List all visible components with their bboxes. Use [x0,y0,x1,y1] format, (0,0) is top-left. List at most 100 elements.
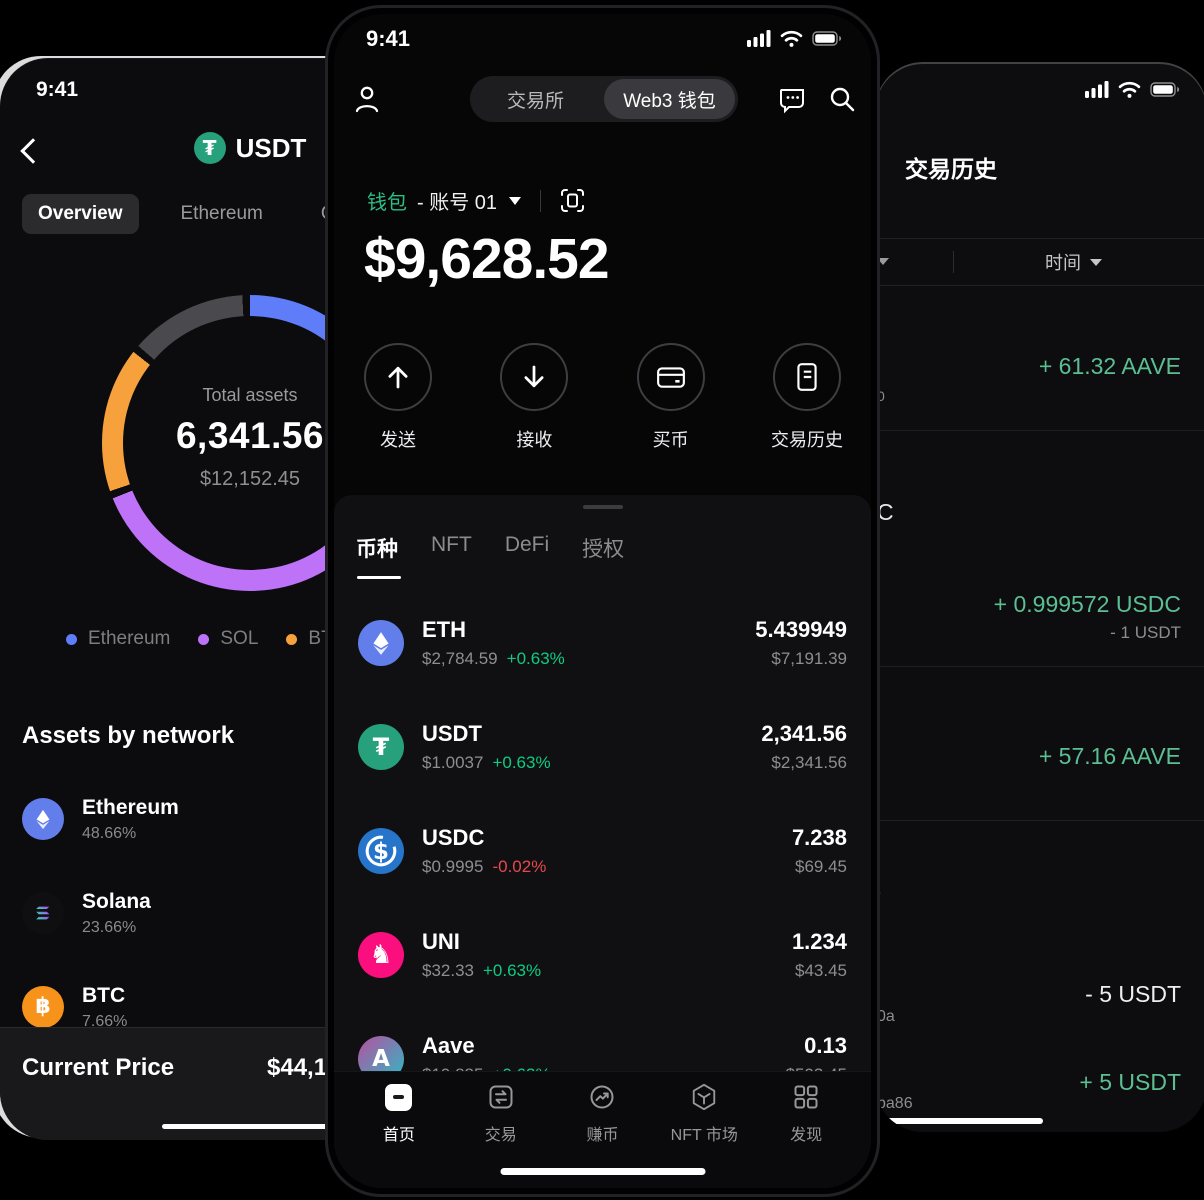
transaction-row[interactable]: ba86 + 5 USDT [875,1043,1204,1132]
wifi-icon [1118,80,1141,98]
tab-web3-wallet[interactable]: Web3 钱包 [604,79,735,119]
transaction-amount: + 57.16 AAVE [1038,743,1181,769]
token-price: $32.33 [422,961,474,980]
token-row[interactable]: ₮ USDT $1.0037 +0.63% 2,341.56 $2,341.56 [334,695,871,799]
token-amount: 1.234 [791,929,847,954]
nav-item[interactable]: 发现 [755,1082,857,1188]
nav-item[interactable]: 首页 [348,1082,450,1188]
nav-icon [487,1082,515,1112]
network-row[interactable]: Ethereum 48.66% [22,772,500,866]
history-page-title: 交易历史 [905,156,997,182]
chat-icon[interactable] [778,85,807,114]
signal-icon [747,29,771,47]
token-list: ETH $2,784.59 +0.63% 5.439949 $7,191.39 [334,591,871,1111]
network-icon [22,798,64,840]
home-indicator[interactable] [875,1118,1043,1124]
network-list: Ethereum 48.66% Solana 23.66% ฿ BTC 7.66… [22,772,500,1054]
scan-icon[interactable] [560,188,585,213]
status-icons [1085,80,1180,98]
sheet-tab[interactable]: 授权 [582,533,624,579]
time-filter[interactable]: 时间 [1045,249,1102,275]
transaction-sub-amount: - 1 USDT [1110,623,1181,642]
battery-icon [812,30,842,46]
legend-label: Ethereum [88,628,171,649]
network-tab-label: Overview [38,203,123,224]
search-icon[interactable] [828,85,856,113]
sheet-tabs: 币种 NFT DeFi 授权 [356,533,624,579]
account-label: - 账号 01 [417,192,498,214]
donut-legend: Ethereum SOL BTC [66,628,346,650]
nav-item[interactable]: 赚币 [552,1082,654,1188]
action-button[interactable]: 发送 [350,343,446,452]
sheet-tab[interactable]: NFT [431,533,472,579]
action-label: 买币 [652,430,689,450]
transaction-row[interactable]: 0 + 61.32 AAVE [875,285,1204,431]
profile-icon[interactable] [354,85,380,113]
action-label: 交易历史 [770,430,843,450]
legend-item: SOL [198,628,258,650]
transaction-row[interactable]: + 57.16 AAVE [875,667,1204,821]
network-tab[interactable]: Overview [22,194,139,234]
token-row[interactable]: $ USDC $0.9995 -0.02% 7.238 $69.45 [334,799,871,903]
network-icon: ฿ [22,986,64,1028]
total-assets-value: 6,341.56 [175,415,325,456]
network-row[interactable]: ฿ BTC 7.66% [22,960,500,1054]
action-button[interactable]: 交易历史 [759,343,855,452]
divider [875,238,1204,239]
transaction-amount: - 5 USDT [1085,981,1181,1007]
token-change: +0.63% [492,753,551,772]
network-name: BTC [82,983,126,1007]
token-icon: ₮ [358,724,404,770]
token-title-label: USDT [235,132,307,163]
action-button[interactable]: 买币 [623,343,719,452]
token-price: $0.9995 [422,857,484,876]
assets-by-network-title: Assets by network [22,722,235,749]
nav-item[interactable]: 交易 [450,1082,552,1188]
action-buttons: 发送 接收 买币 交易历史 [334,343,871,452]
network-row[interactable]: Solana 23.66% [22,866,500,960]
action-label: 发送 [380,430,416,450]
token-symbol: Aave [422,1033,475,1058]
transaction-fragment: C [877,499,894,525]
token-value: $43.45 [795,961,847,980]
tab-exchange[interactable]: 交易所 [470,76,601,122]
total-assets-usd: $12,152.45 [199,468,301,490]
sheet-tab[interactable]: DeFi [505,533,549,579]
token-row[interactable]: ETH $2,784.59 +0.63% 5.439949 $7,191.39 [334,591,871,695]
tab-exchange-label: 交易所 [506,90,564,112]
center-screen: 9:41 交易所 Web3 钱包 钱包 - 账号 01 $9,628.52 [334,14,871,1188]
token-row[interactable]: ♞ UNI $32.33 +0.63% 1.234 $43.45 [334,903,871,1007]
token-value: $69.45 [795,857,847,876]
legend-dot [286,633,298,645]
chevron-down-icon[interactable] [877,258,889,265]
network-percent: 7.66% [82,1012,128,1030]
nav-icon [690,1082,718,1112]
center-phone: 9:41 交易所 Web3 钱包 钱包 - 账号 01 $9,628.52 [325,5,880,1197]
home-indicator[interactable] [500,1168,705,1175]
action-button[interactable]: 接收 [486,343,582,452]
legend-dot [198,633,210,645]
account-selector[interactable]: 钱包 - 账号 01 [367,186,585,215]
nav-icon [792,1082,820,1112]
token-symbol: ETH [422,617,466,642]
nav-item[interactable]: NFT 市场 [653,1082,755,1188]
network-tab[interactable]: Ethereum [165,194,279,234]
transaction-row[interactable]: - 0a - 5 USDT [875,821,1204,1043]
right-phone: 交易历史 时间 0 + 61.32 AAVE C + 0.999572 USDC… [875,62,1204,1132]
token-symbol: USDT [422,721,482,746]
token-symbol: UNI [422,929,460,954]
token-page-title: ₮ USDT [0,132,500,164]
home-indicator[interactable] [162,1124,338,1129]
transaction-list: 0 + 61.32 AAVE C + 0.999572 USDC - 1 USD… [875,285,1204,1132]
action-icon [636,343,705,411]
token-value: $7,191.39 [771,649,847,668]
status-time: 9:41 [366,26,411,51]
sheet-tab[interactable]: 币种 [356,533,401,579]
token-amount: 7.238 [791,825,847,850]
transaction-amount: + 61.32 AAVE [1038,353,1181,379]
transaction-amount: + 5 USDT [1079,1069,1181,1095]
transaction-row[interactable]: C + 0.999572 USDC - 1 USDT [875,431,1204,667]
network-icon [22,892,64,934]
network-percent: 23.66% [82,918,137,936]
drag-handle[interactable] [582,505,623,509]
